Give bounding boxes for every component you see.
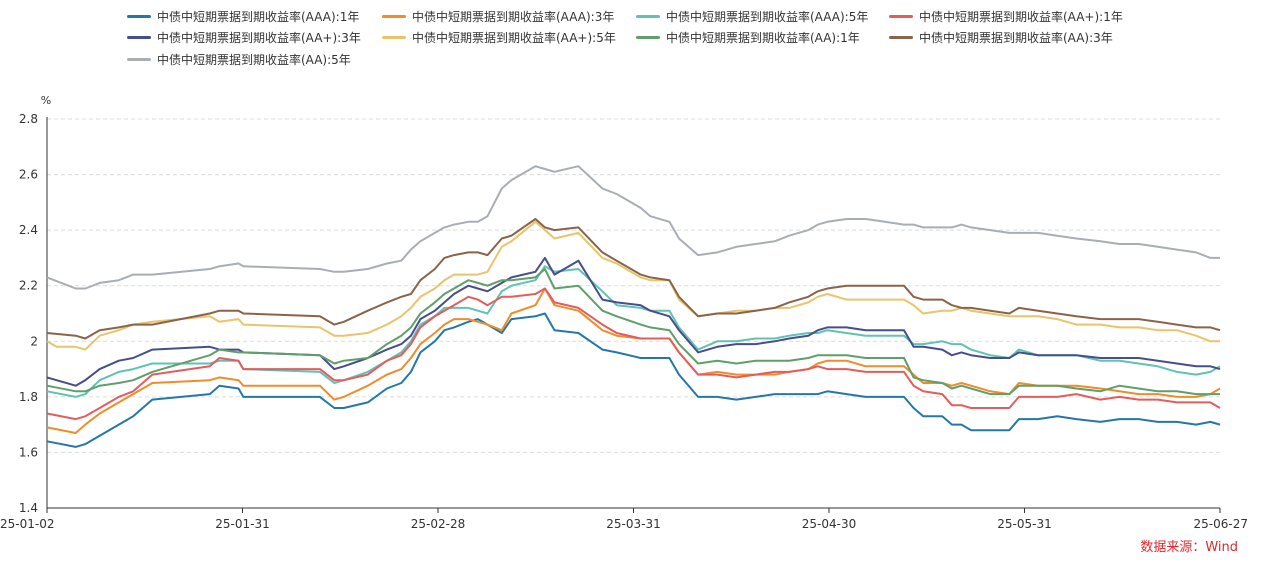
legend-label: 中债中短期票据到期收益率(AAA):3年 bbox=[412, 9, 615, 24]
legend-swatch bbox=[127, 35, 151, 39]
legend-label: 中债中短期票据到期收益率(AA):1年 bbox=[666, 30, 860, 45]
legend-label: 中债中短期票据到期收益率(AAA):5年 bbox=[666, 9, 869, 24]
legend-swatch bbox=[636, 35, 660, 39]
legend-label: 中债中短期票据到期收益率(AA+):5年 bbox=[412, 30, 616, 45]
legend-label: 中债中短期票据到期收益率(AA):3年 bbox=[919, 30, 1113, 45]
legend-item[interactable]: 中债中短期票据到期收益率(AA):1年 bbox=[636, 27, 860, 47]
chart-legend: 中债中短期票据到期收益率(AAA):1年 中债中短期票据到期收益率(AAA):3年… bbox=[0, 0, 1266, 90]
legend-label: 中债中短期票据到期收益率(AAA):1年 bbox=[157, 9, 360, 24]
series-line-6 bbox=[46, 220, 1220, 351]
series-line-4 bbox=[46, 287, 1221, 421]
y-tick-label: 1.4 bbox=[19, 501, 38, 515]
legend-item[interactable]: 中债中短期票据到期收益率(AAA):1年 bbox=[127, 6, 359, 26]
series-line-3 bbox=[46, 265, 1221, 398]
series-line-8 bbox=[46, 218, 1221, 340]
y-tick-label: 1.6 bbox=[19, 445, 38, 459]
y-tick-label: 1.8 bbox=[19, 390, 38, 404]
legend-item[interactable]: 中债中短期票据到期收益率(AA+):3年 bbox=[127, 27, 361, 47]
legend-swatch bbox=[636, 14, 660, 18]
y-tick-label: 2.8 bbox=[19, 112, 38, 126]
y-tick-label: 2.6 bbox=[19, 168, 38, 182]
y-tick-label: 2 bbox=[30, 334, 38, 348]
legend-item[interactable]: 中债中短期票据到期收益率(AA+):1年 bbox=[889, 6, 1123, 26]
x-tick-label: 25-01-31 bbox=[215, 517, 269, 531]
series-line-5 bbox=[46, 256, 1221, 387]
legend-swatch bbox=[382, 35, 406, 39]
x-tick-label: 25-05-31 bbox=[997, 517, 1051, 531]
series-line-7 bbox=[46, 268, 1220, 396]
legend-label: 中债中短期票据到期收益率(AA):5年 bbox=[157, 52, 351, 67]
legend-item[interactable]: 中债中短期票据到期收益率(AAA):5年 bbox=[636, 6, 868, 26]
x-tick-label: 25-02-28 bbox=[411, 517, 465, 531]
legend-swatch bbox=[127, 14, 151, 18]
legend-label: 中债中短期票据到期收益率(AA+):1年 bbox=[919, 9, 1123, 24]
legend-swatch bbox=[127, 57, 151, 61]
x-tick-label: 25-04-30 bbox=[802, 517, 856, 531]
legend-label: 中债中短期票据到期收益率(AA+):3年 bbox=[157, 30, 361, 45]
x-tick-label: 25-06-27 bbox=[1194, 517, 1248, 531]
series-line-1 bbox=[46, 312, 1221, 448]
x-tick-label: 25-01-02 bbox=[0, 517, 54, 531]
series-line-9 bbox=[46, 165, 1220, 290]
legend-item[interactable]: 中债中短期票据到期收益率(AA):3年 bbox=[889, 27, 1113, 47]
y-tick-label: 2.2 bbox=[19, 279, 38, 293]
legend-swatch bbox=[889, 35, 913, 39]
y-tick-label: 2.4 bbox=[19, 223, 38, 237]
legend-swatch bbox=[382, 14, 406, 18]
y-axis-unit: % bbox=[41, 94, 51, 107]
data-source-label: 数据来源：Wind bbox=[1140, 540, 1238, 555]
legend-swatch bbox=[889, 14, 913, 18]
legend-item[interactable]: 中债中短期票据到期收益率(AA):5年 bbox=[127, 49, 351, 69]
legend-item[interactable]: 中债中短期票据到期收益率(AA+):5年 bbox=[382, 27, 616, 47]
legend-item[interactable]: 中债中短期票据到期收益率(AAA):3年 bbox=[382, 6, 614, 26]
x-tick-label: 25-03-31 bbox=[606, 517, 660, 531]
